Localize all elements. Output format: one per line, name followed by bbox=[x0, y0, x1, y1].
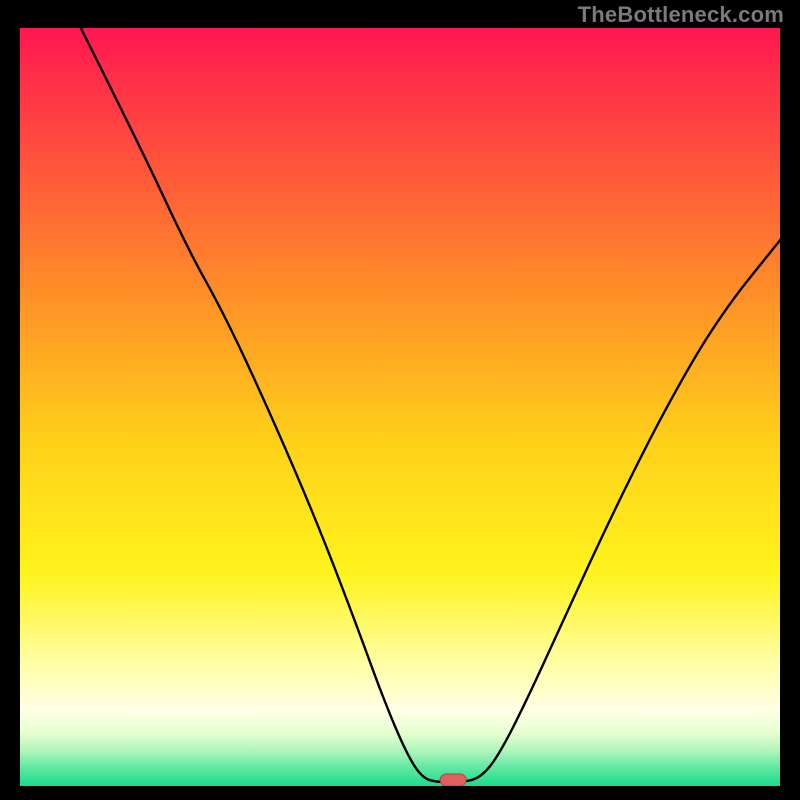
plot-area bbox=[20, 28, 780, 786]
chart-frame: TheBottleneck.com bbox=[0, 0, 800, 800]
plot-svg bbox=[20, 28, 780, 786]
watermark-text: TheBottleneck.com bbox=[578, 2, 784, 28]
optimum-marker bbox=[440, 774, 466, 786]
